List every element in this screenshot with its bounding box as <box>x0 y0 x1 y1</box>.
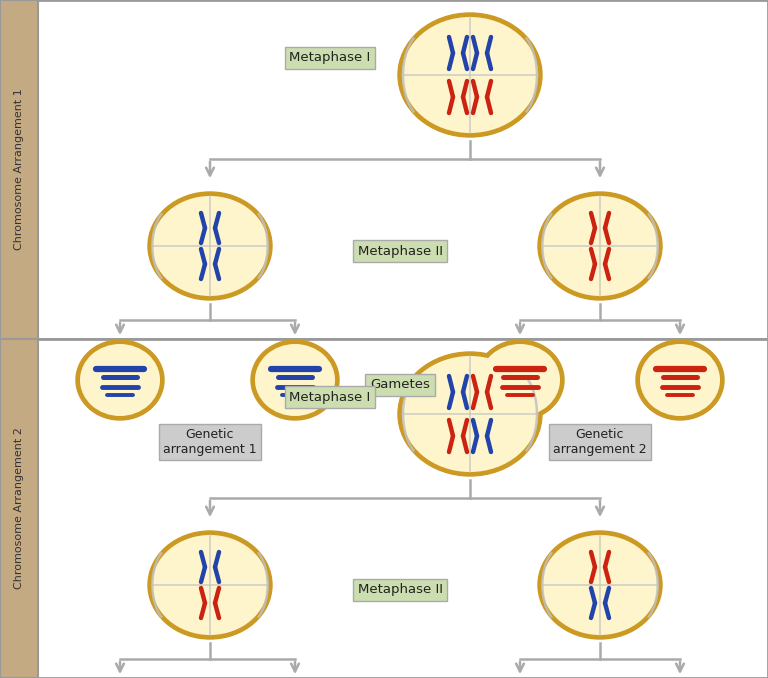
Text: Genetic
arrangement 1: Genetic arrangement 1 <box>163 428 257 456</box>
Ellipse shape <box>398 13 542 137</box>
Ellipse shape <box>398 352 542 476</box>
Text: Genetic
arrangement 2: Genetic arrangement 2 <box>553 428 647 456</box>
Ellipse shape <box>76 340 164 420</box>
Text: Chromosome Arrangement 1: Chromosome Arrangement 1 <box>14 88 24 250</box>
Text: Metaphase II: Metaphase II <box>357 584 442 597</box>
Bar <box>0 0 38 339</box>
Ellipse shape <box>476 340 564 420</box>
Text: Chromosome Arrangement 2: Chromosome Arrangement 2 <box>14 427 24 589</box>
Ellipse shape <box>480 344 560 416</box>
Ellipse shape <box>542 196 658 296</box>
Bar <box>0 0 768 339</box>
Ellipse shape <box>538 192 662 300</box>
Ellipse shape <box>148 531 272 639</box>
Ellipse shape <box>251 340 339 420</box>
Ellipse shape <box>152 196 268 296</box>
Ellipse shape <box>255 344 335 416</box>
Text: Metaphase I: Metaphase I <box>290 52 371 64</box>
Text: Gametes: Gametes <box>370 378 430 391</box>
Ellipse shape <box>148 192 272 300</box>
Bar <box>0 339 768 678</box>
Ellipse shape <box>538 531 662 639</box>
Ellipse shape <box>640 344 720 416</box>
Ellipse shape <box>80 344 160 416</box>
Ellipse shape <box>542 535 658 635</box>
Ellipse shape <box>152 535 268 635</box>
Text: Metaphase I: Metaphase I <box>290 391 371 403</box>
Text: Metaphase II: Metaphase II <box>357 245 442 258</box>
Ellipse shape <box>402 356 538 472</box>
Ellipse shape <box>402 17 538 133</box>
Ellipse shape <box>636 340 724 420</box>
Bar <box>0 339 38 678</box>
